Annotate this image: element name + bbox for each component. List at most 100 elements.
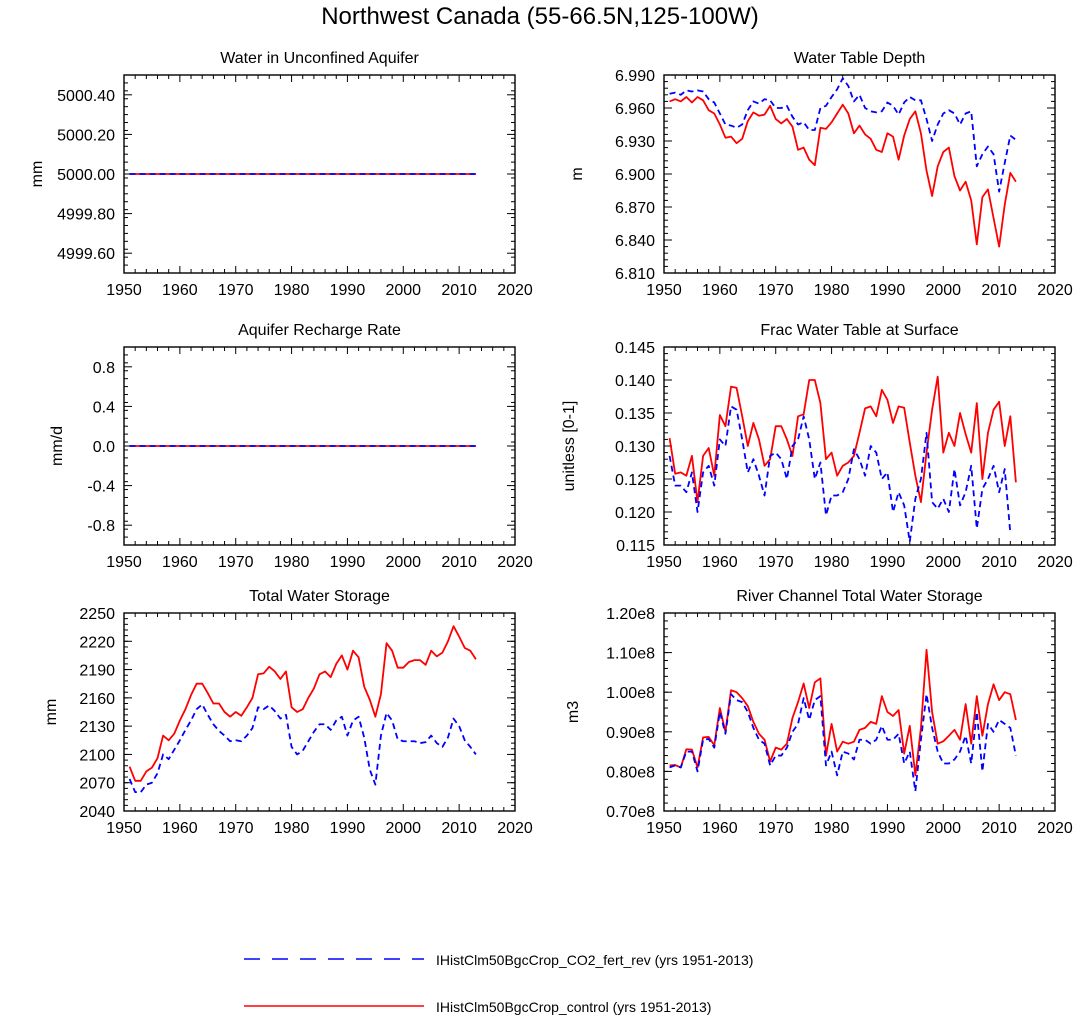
x-tick-label: 1960 xyxy=(162,282,198,299)
y-tick-label: 6.810 xyxy=(615,266,655,283)
x-tick-label: 1950 xyxy=(646,554,682,571)
y-tick-label: 1.00e8 xyxy=(606,685,655,702)
y-axis-label: mm xyxy=(43,699,60,726)
panel-title: Water Table Depth xyxy=(794,50,926,67)
y-axis-label: m xyxy=(569,167,586,180)
x-tick-label: 2020 xyxy=(1037,282,1073,299)
x-tick-label: 2020 xyxy=(497,282,533,299)
y-tick-label: 0.135 xyxy=(615,406,655,423)
x-tick-label: 1980 xyxy=(274,282,310,299)
y-tick-label: 6.990 xyxy=(615,68,655,85)
x-tick-label: 2020 xyxy=(1037,820,1073,837)
x-tick-label: 1970 xyxy=(218,554,254,571)
x-tick-label: 2010 xyxy=(981,282,1017,299)
y-tick-label: 6.930 xyxy=(615,134,655,151)
x-tick-label: 2020 xyxy=(497,554,533,571)
x-tick-label: 1980 xyxy=(814,820,850,837)
panel-title: Frac Water Table at Surface xyxy=(760,322,958,339)
y-tick-label: 5000.20 xyxy=(57,127,115,144)
figure-title: Northwest Canada (55-66.5N,125-100W) xyxy=(321,3,759,30)
x-tick-label: 2010 xyxy=(441,554,477,571)
x-tick-label: 1960 xyxy=(162,554,198,571)
y-tick-label: 0.115 xyxy=(616,538,655,555)
y-tick-label: 6.840 xyxy=(615,233,655,250)
y-tick-label: -0.8 xyxy=(87,518,115,535)
series-line-control xyxy=(669,648,1017,777)
series-line-control xyxy=(668,375,1017,504)
x-tick-label: 2000 xyxy=(925,820,961,837)
y-tick-label: 5000.00 xyxy=(57,167,115,184)
x-tick-label: 1990 xyxy=(870,820,906,837)
y-tick-label: 6.870 xyxy=(615,200,655,217)
y-tick-label: 0.90e8 xyxy=(606,725,655,742)
y-tick-label: -0.4 xyxy=(87,479,115,496)
x-tick-label: 1970 xyxy=(758,282,794,299)
series-line-co2 xyxy=(669,693,1017,793)
panel-title: Aquifer Recharge Rate xyxy=(238,322,401,339)
y-tick-label: 0.125 xyxy=(615,472,655,489)
x-tick-label: 2000 xyxy=(925,282,961,299)
x-tick-label: 2000 xyxy=(385,554,421,571)
y-axis-label: mm/d xyxy=(49,426,66,466)
panel-river-channel-storage: River Channel Total Water Storage 1950 196… xyxy=(565,588,1073,837)
y-tick-label: 4999.60 xyxy=(57,246,115,263)
y-axis-label: m3 xyxy=(565,701,582,723)
y-tick-label: 2250 xyxy=(79,606,115,623)
y-tick-label: 0.4 xyxy=(93,399,115,416)
x-tick-label: 1980 xyxy=(274,820,310,837)
x-tick-label: 1980 xyxy=(274,554,310,571)
y-tick-label: 1.20e8 xyxy=(606,606,655,623)
y-tick-label: 2130 xyxy=(79,719,115,736)
x-tick-label: 2010 xyxy=(441,820,477,837)
x-tick-label: 1960 xyxy=(162,820,198,837)
plot-frame xyxy=(123,612,516,812)
series-line-co2 xyxy=(668,405,1012,543)
panel-aquifer-recharge: Aquifer Recharge Rate 1950 1960 1970 1980 199… xyxy=(49,322,533,571)
x-tick-label: 2000 xyxy=(385,820,421,837)
y-tick-label: 0.145 xyxy=(615,340,655,357)
x-tick-label: 1970 xyxy=(218,820,254,837)
y-axis-label: mm xyxy=(29,161,46,188)
y-tick-label: 6.960 xyxy=(615,101,655,118)
x-tick-label: 2010 xyxy=(981,554,1017,571)
plot-frame xyxy=(663,612,1056,812)
x-tick-label: 1980 xyxy=(814,554,850,571)
panel-aquifer-water: Water in Unconfined Aquifer 1950 1960 1970 1… xyxy=(29,50,533,299)
panel-frac-water-table: Frac Water Table at Surface 1950 1960 1970 1… xyxy=(561,322,1073,571)
x-tick-label: 2000 xyxy=(925,554,961,571)
x-tick-label: 1970 xyxy=(758,820,794,837)
y-tick-label: 2160 xyxy=(79,691,115,708)
y-tick-label: 0.70e8 xyxy=(606,804,655,821)
x-tick-label: 2010 xyxy=(441,282,477,299)
series-line-co2 xyxy=(669,77,1017,193)
panel-water-table-depth: Water Table Depth 1950 1960 1970 1980 1990 200… xyxy=(569,50,1073,299)
x-tick-label: 1970 xyxy=(218,282,254,299)
x-tick-label: 1990 xyxy=(330,282,366,299)
y-tick-label: 4999.80 xyxy=(57,207,115,224)
x-tick-label: 1990 xyxy=(330,820,366,837)
y-tick-label: 6.900 xyxy=(615,167,655,184)
x-tick-label: 1960 xyxy=(702,554,738,571)
y-tick-label: 0.130 xyxy=(615,439,655,456)
y-axis-label: unitless [0-1] xyxy=(561,401,578,492)
series-line-control xyxy=(128,625,477,782)
x-tick-label: 2020 xyxy=(497,820,533,837)
y-tick-label: 0.0 xyxy=(93,439,115,456)
x-tick-label: 1980 xyxy=(814,282,850,299)
legend-label-co2: IHistClm50BgcCrop_CO2_fert_rev (yrs 1951… xyxy=(436,952,753,968)
y-tick-label: 2070 xyxy=(79,776,115,793)
y-tick-label: 1.10e8 xyxy=(606,646,655,663)
panel-title: Water in Unconfined Aquifer xyxy=(220,50,419,67)
y-tick-label: 0.80e8 xyxy=(606,764,655,781)
x-tick-label: 2010 xyxy=(981,820,1017,837)
x-tick-label: 1970 xyxy=(758,554,794,571)
y-tick-label: 2220 xyxy=(79,634,115,651)
legend-label-control: IHistClm50BgcCrop_control (yrs 1951-2013… xyxy=(436,999,711,1015)
y-tick-label: 0.120 xyxy=(615,505,655,522)
panel-total-water-storage: Total Water Storage 1950 1960 1970 1980 1990 2… xyxy=(43,588,533,837)
y-tick-label: 2190 xyxy=(79,663,115,680)
legend: IHistClm50BgcCrop_CO2_fert_rev (yrs 1951… xyxy=(244,952,753,1015)
y-tick-label: 2040 xyxy=(79,804,115,821)
